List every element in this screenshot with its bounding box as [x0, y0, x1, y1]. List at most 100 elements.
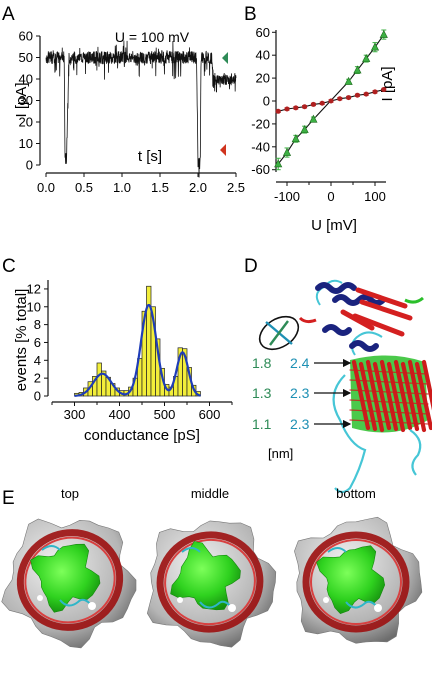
panel-a: A U = 100 mV t [s] I [pA] 01020304050600…	[2, 4, 245, 195]
panel-c-xlabel: conductance [pS]	[84, 427, 200, 444]
panel-b-point	[379, 29, 388, 38]
panel-c-y-tick-label: 8	[34, 317, 41, 332]
panel-c-y-tick-label: 2	[34, 371, 41, 386]
diameter-row-3: 1.1 2.3	[252, 416, 352, 432]
surface-view	[294, 516, 423, 644]
barrel-strand-shade	[349, 409, 429, 415]
barrel-strand-shade	[349, 379, 429, 385]
panel-a-opening-marker	[222, 52, 228, 64]
protein-structure-illustration	[298, 279, 432, 494]
panel-c-y-tick-label: 12	[27, 281, 41, 296]
panel-b-point	[319, 100, 325, 106]
panel-b-y-tick-label: -60	[251, 162, 270, 177]
panel-b-point	[282, 147, 292, 156]
panel-c-x-tick-label: 600	[199, 407, 221, 422]
barrel-strand	[358, 361, 378, 432]
panel-a-letter: A	[2, 4, 15, 25]
panel-a-voltage-annotation: U = 100 mV	[115, 29, 190, 45]
panel-b-point	[353, 65, 362, 74]
panel-a-y-tick-label: 10	[19, 136, 33, 151]
loop-segment	[181, 547, 201, 553]
panel-b-point	[344, 76, 353, 85]
panel-a-x-tick-label: 0.5	[75, 180, 93, 195]
panel-b-point	[354, 92, 360, 98]
loop-segment	[41, 545, 61, 551]
barrel-strand	[400, 361, 420, 432]
panel-b-letter: B	[244, 4, 257, 25]
panel-a-y-tick-label: 50	[19, 50, 33, 65]
panel-b-point	[362, 53, 371, 62]
barrel-ring-highlight	[24, 536, 116, 624]
panel-e-letter: E	[2, 488, 15, 509]
panel-a-y-tick-label: 60	[19, 29, 33, 44]
barrel-strand	[372, 361, 392, 431]
barrel-strand-shade	[349, 389, 429, 395]
pore-surface-views	[1, 516, 423, 649]
panel-a-x-tick-label: 0.0	[37, 180, 55, 195]
panel-b-y-tick-label: 60	[256, 25, 270, 40]
panel-d-letter: D	[244, 256, 258, 277]
panel-a-axes: 0 10 20 30 40 50 60 0.0 0.5 1.0 1.5 2.0 2.5	[19, 29, 246, 196]
panel-a-x-tick-label: 2.0	[189, 180, 207, 195]
surface-view	[146, 520, 277, 648]
panel-a-y-tick-label: 40	[19, 72, 33, 87]
panel-b-y-tick-label: 20	[256, 71, 270, 86]
barrel-strand-shade	[349, 369, 429, 375]
panel-c-y-tick-label: 6	[34, 335, 41, 350]
pore-hole	[323, 597, 329, 603]
panel-b-point	[328, 98, 334, 104]
barrel-strand-shade	[349, 399, 429, 405]
panel-b-point	[293, 105, 299, 111]
panel-b-ylabel: I [pA]	[379, 66, 396, 101]
panel-c-x-tick-label: 500	[154, 407, 176, 422]
view-label-middle: middle	[191, 486, 229, 501]
panel-a-y-tick-label: 0	[26, 158, 33, 173]
panel-c-letter: C	[2, 256, 16, 277]
panel-c-bar	[146, 285, 152, 397]
panel-a-closing-marker	[220, 144, 226, 156]
view-label-top: top	[61, 486, 79, 501]
panel-c-bar	[96, 362, 102, 397]
diameter-row-2: 1.3 2.3	[252, 385, 352, 401]
panel-b-point	[300, 124, 309, 133]
loop-segment	[199, 600, 233, 609]
pore-hole	[88, 602, 96, 610]
pore-hole	[228, 604, 236, 612]
panel-b-point	[372, 89, 378, 95]
panel-b: B I [pA] U [mV] -60 -40 -20 0 20 40 60 -100 0 100	[244, 4, 396, 234]
panel-b-y-tick-label: -20	[251, 116, 270, 131]
diameter-row-1: 1.8 2.4	[252, 355, 352, 371]
pore-hole	[37, 595, 43, 601]
panel-c-x-tick-label: 300	[64, 407, 86, 422]
view-label-bottom: bottom	[336, 486, 376, 501]
panel-c-y-tick-label: 4	[34, 353, 41, 368]
pore-interior	[170, 541, 241, 611]
panel-b-y-tick-label: 0	[263, 94, 270, 109]
panel-b-point	[310, 101, 316, 107]
panel-c-gaussian-fit	[74, 304, 201, 397]
surface-view	[1, 518, 137, 649]
panel-b-y-tick-label: -40	[251, 139, 270, 154]
panel-a-y-tick-label: 20	[19, 115, 33, 130]
panel-b-point	[291, 134, 300, 143]
panel-c-ylabel: events [% total]	[13, 289, 30, 392]
pore-interior	[30, 543, 101, 613]
diameter-value-a: 1.3	[252, 385, 272, 401]
panel-b-point	[284, 106, 290, 112]
panel-a-current-trace	[45, 40, 237, 178]
panel-a-x-tick-label: 2.5	[227, 180, 245, 195]
barrel-strand	[365, 359, 385, 433]
loop-segment	[345, 600, 379, 609]
panel-b-data-points	[274, 29, 388, 171]
panel-a-x-tick-label: 1.0	[113, 180, 131, 195]
panel-a-xlabel: t [s]	[138, 148, 162, 165]
diameter-value-b: 2.3	[290, 385, 310, 401]
barrel-ring-highlight	[164, 538, 256, 626]
barrel-ring-highlight	[310, 539, 402, 625]
panel-a-trace-line	[45, 40, 237, 178]
barrel-ring	[156, 531, 264, 633]
diameter-value-a: 1.1	[252, 416, 272, 432]
diameter-value-a: 1.8	[252, 355, 272, 371]
panel-a-x-tick-label: 1.5	[151, 180, 169, 195]
panel-c-axes: 0 2 4 6 8 10 12 300 400 500 600	[27, 280, 233, 422]
